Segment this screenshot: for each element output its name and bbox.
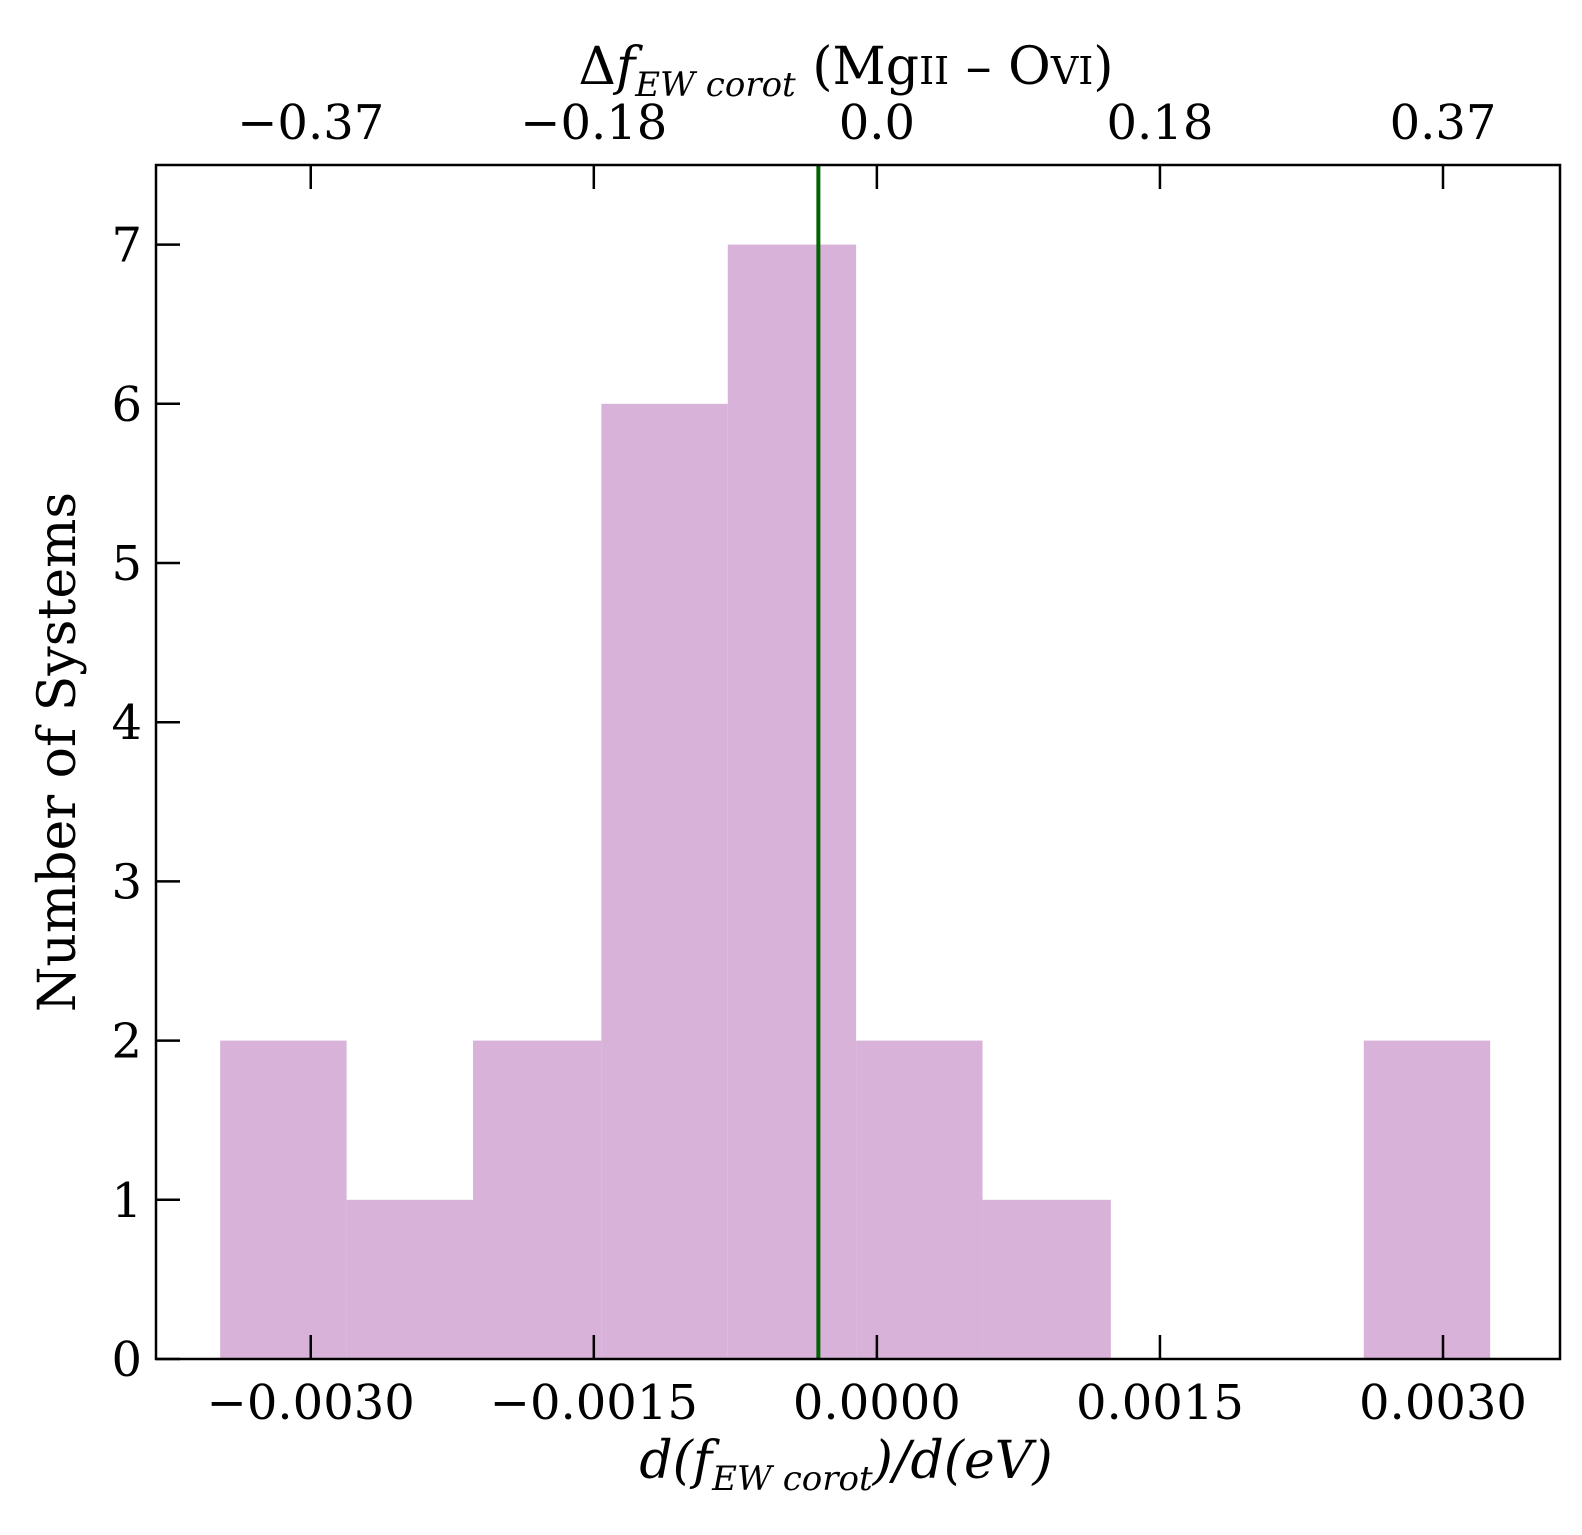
- histogram-bar-6: [982, 1199, 1111, 1359]
- x-axis-bottom-label: d(fEW corot)/d(eV): [639, 1431, 1052, 1499]
- x-top-tick-label-3: 0.18: [1106, 95, 1213, 151]
- histogram-bar-2: [473, 1040, 602, 1359]
- x-bottom-tick-label-2: 0.0000: [793, 1375, 961, 1431]
- y-axis-ticks: 0 1 2 3 4 5 6 7: [111, 218, 180, 1388]
- y-tick-label-4: 4: [111, 695, 142, 751]
- x-bottom-tick-label-3: 0.0015: [1076, 1375, 1244, 1431]
- histogram-bar-4: [727, 244, 857, 1360]
- x-axis-bottom-ticks: −0.0030 −0.0015 0.0000 0.0015 0.0030: [207, 1335, 1527, 1431]
- x-top-tick-label-1: −0.18: [520, 95, 667, 151]
- y-tick-label-3: 3: [111, 854, 142, 910]
- y-tick-label-6: 6: [111, 377, 142, 433]
- x-bottom-tick-label-0: −0.0030: [207, 1375, 415, 1431]
- x-top-tick-label-0: −0.37: [237, 95, 384, 151]
- plot-frame: [154, 163, 1562, 1361]
- histogram-bar-9: [1363, 1040, 1491, 1359]
- y-axis-label: Number of Systems: [28, 492, 88, 1012]
- histogram-bar-1: [346, 1199, 474, 1359]
- x-bottom-tick-label-4: 0.0030: [1359, 1375, 1527, 1431]
- histogram-bar-5: [856, 1040, 983, 1359]
- x-top-tick-label-2: 0.0: [839, 95, 915, 151]
- x-axis-top-label: ΔfEW corot (MgII – OVI): [578, 37, 1113, 105]
- y-tick-label-1: 1: [111, 1173, 142, 1229]
- y-tick-label-0: 0: [111, 1332, 142, 1388]
- histogram-bars: [220, 244, 1491, 1360]
- histogram-bar-3: [601, 403, 728, 1359]
- x-axis-top-ticks: −0.37 −0.18 0.0 0.18 0.37: [237, 95, 1496, 189]
- y-tick-label-2: 2: [111, 1014, 142, 1070]
- histogram-bar-0: [220, 1040, 347, 1359]
- y-tick-label-7: 7: [111, 218, 142, 274]
- x-bottom-tick-label-1: −0.0015: [490, 1375, 698, 1431]
- y-tick-label-5: 5: [111, 536, 142, 592]
- x-top-tick-label-4: 0.37: [1390, 95, 1497, 151]
